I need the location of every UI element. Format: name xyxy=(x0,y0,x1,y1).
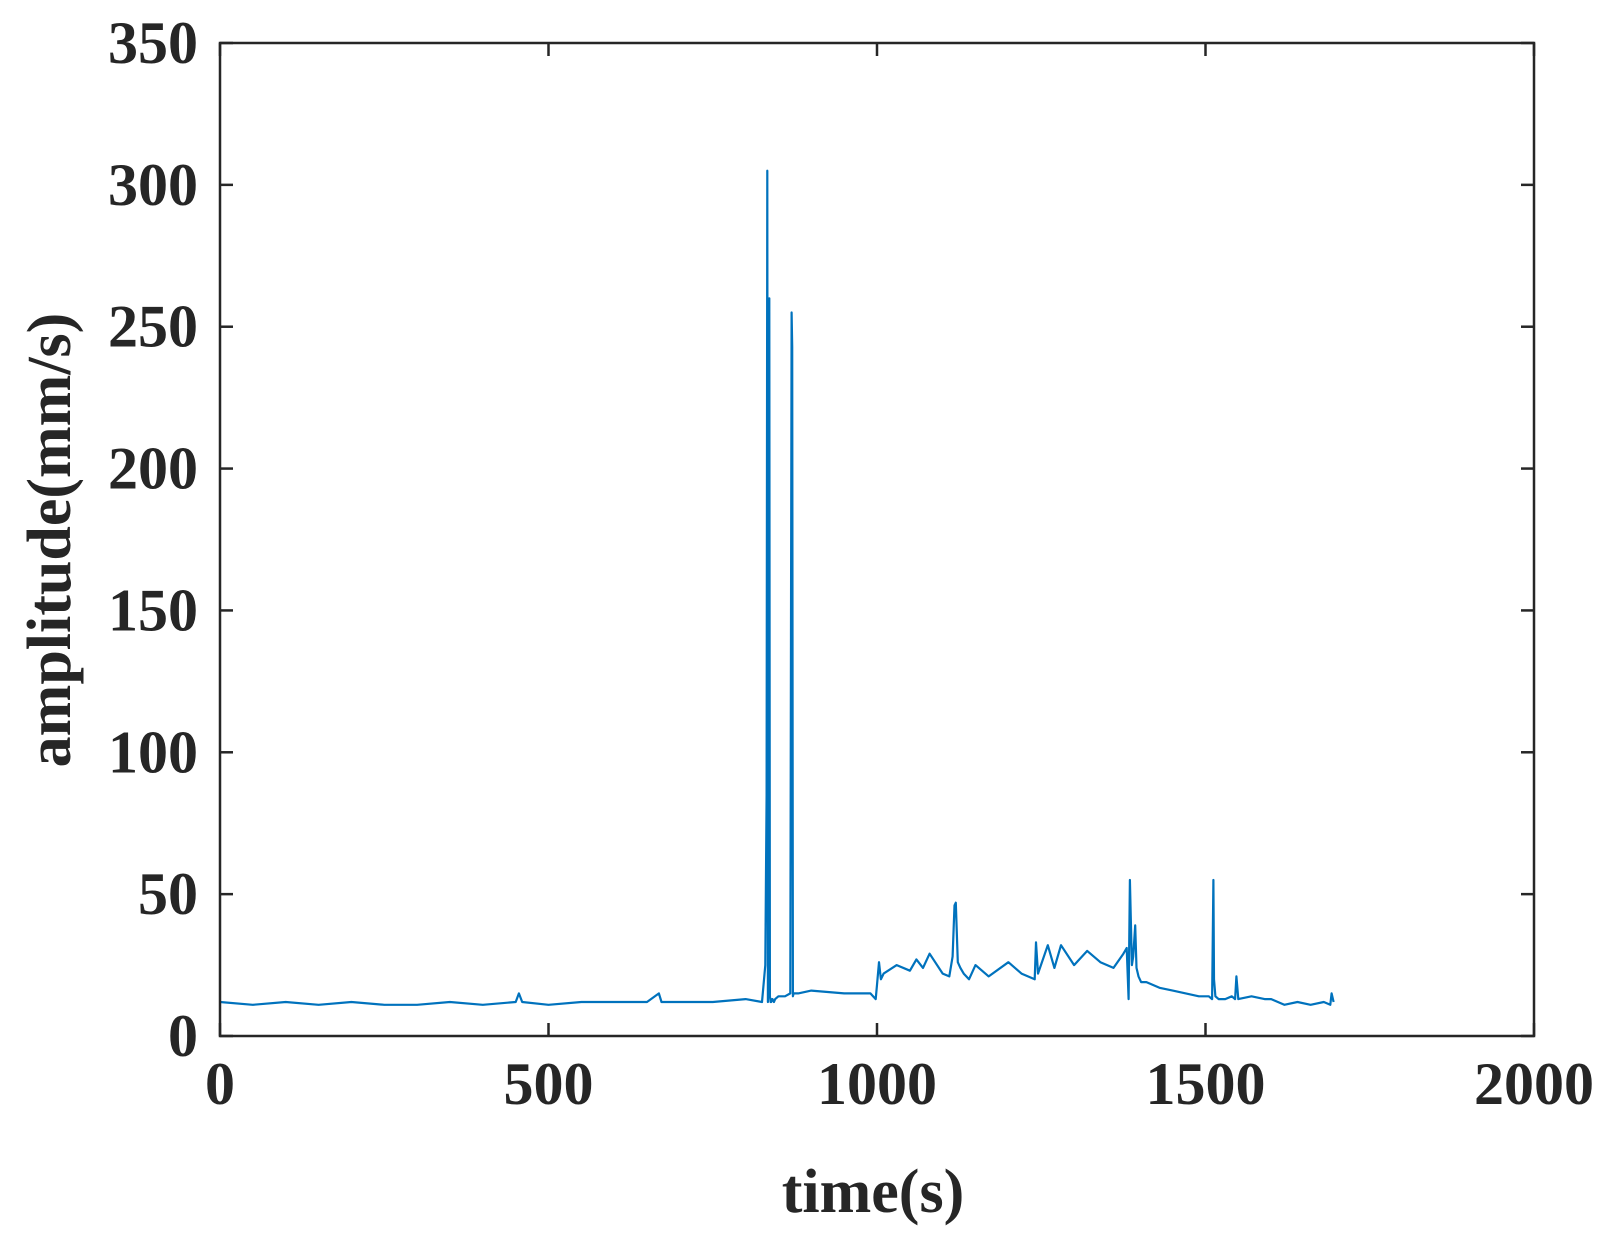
y-tick-label: 0 xyxy=(168,1003,198,1069)
y-tick-label: 200 xyxy=(108,436,198,502)
y-tick-label: 150 xyxy=(108,577,198,643)
x-tick-label: 2000 xyxy=(1474,1051,1594,1117)
y-axis-label: amplitude(mm/s) xyxy=(16,313,84,768)
series-line-0 xyxy=(219,169,1335,1006)
y-tick-label: 50 xyxy=(138,861,198,927)
x-axis-label: time(s) xyxy=(782,1158,964,1226)
y-tick-label: 250 xyxy=(108,294,198,360)
x-tick-label: 0 xyxy=(205,1051,235,1117)
axes-frame xyxy=(218,41,1536,1038)
x-tick-label: 500 xyxy=(504,1051,594,1117)
y-tick-label: 350 xyxy=(108,10,198,76)
plot-area: 0 500 1000 1500 2000 0 50 100 150 200 250 300 350 xyxy=(108,10,1594,1117)
y-tick-label: 100 xyxy=(108,719,198,785)
x-tick-label: 1000 xyxy=(817,1051,937,1117)
x-tick-label: 1500 xyxy=(1146,1051,1266,1117)
y-tick-label: 300 xyxy=(108,152,198,218)
